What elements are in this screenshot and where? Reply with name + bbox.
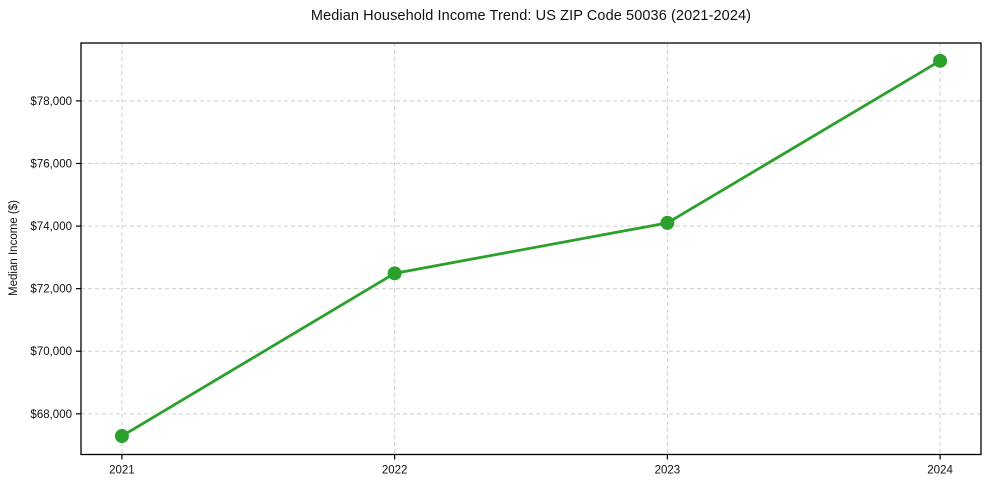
y-tick-label: $74,000 (30, 221, 72, 233)
data-point-2021 (114, 429, 129, 444)
plot-border (80, 42, 982, 456)
y-tick-label: $70,000 (30, 346, 72, 358)
data-point-2022 (387, 266, 402, 281)
data-point-2024 (933, 53, 948, 68)
income-trend-line (120, 59, 942, 438)
x-tick-label: 2022 (382, 465, 408, 477)
data-point-2023 (660, 215, 675, 230)
x-tick-label: 2024 (927, 465, 953, 477)
y-tick-label: $78,000 (30, 96, 72, 108)
y-tick-label: $68,000 (30, 409, 72, 421)
chart-title: Median Household Income Trend: US ZIP Co… (310, 8, 752, 24)
x-tick-label: 2021 (109, 465, 135, 477)
y-tick-label: $72,000 (30, 284, 72, 296)
x-tick-label: 2023 (655, 465, 681, 477)
y-tick-label: $76,000 (30, 158, 72, 170)
